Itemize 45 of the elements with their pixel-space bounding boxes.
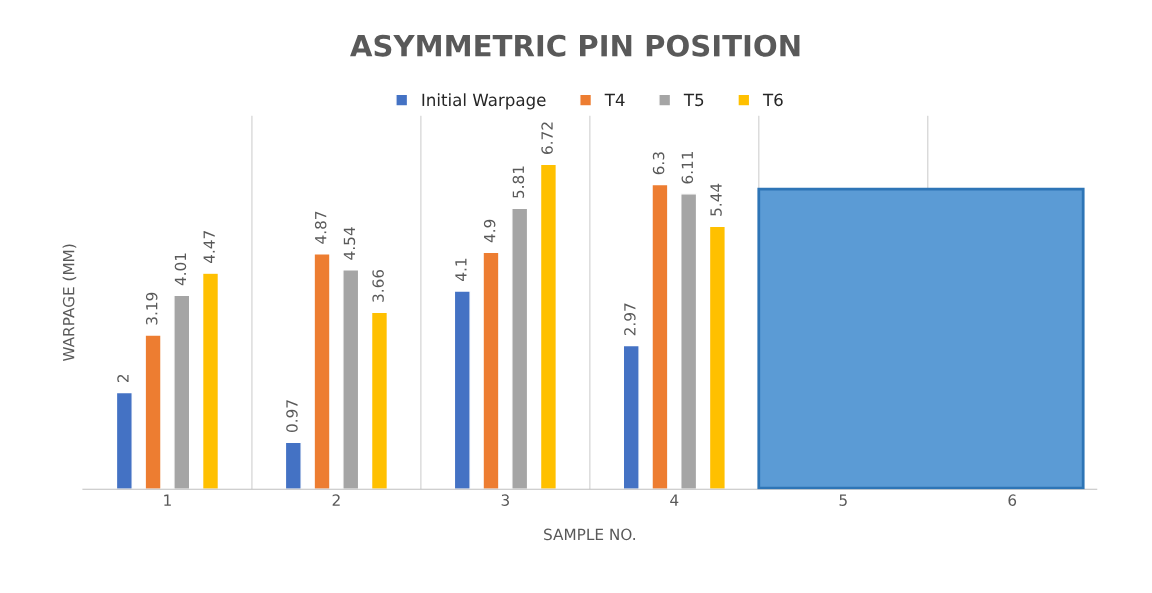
chart-title: ASYMMETRIC PIN POSITION (350, 34, 800, 57)
x-tick-label: 2 (332, 494, 340, 506)
x-tick-label: 4 (670, 494, 679, 506)
legend-label: T4 (604, 93, 625, 106)
bar (482, 251, 500, 490)
data-label: 0.97 (286, 400, 298, 432)
data-label: 6.11 (681, 151, 694, 184)
bar (284, 441, 302, 490)
data-label: 3.66 (372, 269, 384, 302)
legend-label: T5 (683, 93, 704, 107)
x-tick-label: 3 (501, 494, 509, 506)
legend-label: T6 (762, 93, 783, 107)
data-label: 4.47 (203, 231, 215, 264)
x-axis-title: SAMPLE NO. (544, 528, 635, 541)
data-label: 2 (117, 375, 129, 383)
bar (453, 290, 471, 490)
bar (173, 294, 191, 490)
bar (622, 344, 640, 490)
data-label: 2.97 (624, 303, 636, 336)
data-label: 4.1 (455, 258, 467, 281)
bar (651, 183, 669, 490)
x-tick-label: 5 (839, 494, 847, 506)
bar (511, 207, 529, 490)
bar (370, 311, 389, 490)
data-label: 5.44 (710, 183, 722, 216)
data-label: 5.81 (512, 166, 525, 198)
data-label: 6.72 (541, 122, 553, 154)
bar (144, 334, 162, 490)
bar (115, 391, 133, 490)
data-label: 4.9 (483, 219, 496, 243)
bar (539, 163, 558, 490)
x-tick-label: 1 (164, 494, 171, 506)
data-label: 4.87 (314, 211, 327, 244)
data-label: 4.01 (174, 253, 187, 286)
y-axis-title: WARPAGE (MM) (62, 244, 77, 362)
x-tick-label: 6 (1008, 494, 1017, 506)
bar (680, 193, 698, 490)
bar (313, 253, 331, 490)
data-label: 6.3 (652, 152, 665, 175)
bar (708, 225, 726, 490)
legend-label: Initial Warpage (422, 93, 546, 110)
bar (342, 269, 360, 490)
data-label: 3.19 (145, 292, 158, 325)
data-label: 4.54 (343, 227, 356, 260)
bar (201, 272, 220, 490)
